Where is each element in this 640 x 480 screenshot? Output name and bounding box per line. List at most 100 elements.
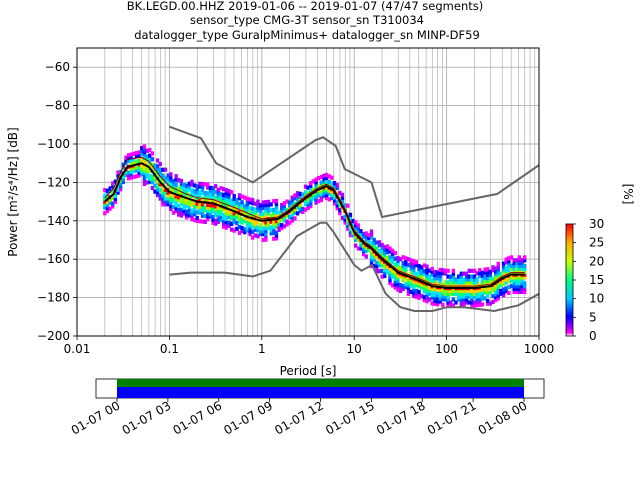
heatmap-cell	[459, 297, 463, 302]
heatmap-cell	[140, 166, 144, 171]
heatmap-cell	[216, 208, 221, 213]
heatmap-cell	[153, 177, 157, 183]
heatmap-cell	[467, 300, 471, 305]
heatmap-cell	[142, 144, 147, 149]
heatmap-cell	[523, 258, 527, 263]
heatmap-cell	[192, 206, 197, 211]
heatmap-cell	[433, 298, 437, 304]
heatmap-cell	[515, 269, 519, 274]
heatmap-cell	[438, 279, 442, 284]
heatmap-cell	[475, 271, 479, 276]
heatmap-cell	[422, 289, 427, 294]
heatmap-cell	[446, 303, 450, 308]
heatmap-cell	[174, 185, 178, 190]
heatmap-cell	[396, 264, 400, 269]
heatmap-cell	[200, 187, 205, 192]
heatmap-cell	[351, 233, 355, 238]
heatmap-cell	[285, 213, 289, 219]
heatmap-cell	[412, 262, 416, 267]
heatmap-cell	[206, 205, 210, 210]
heatmap-cell	[161, 176, 165, 181]
heatmap-cell	[224, 199, 228, 204]
heatmap-cell	[343, 214, 347, 219]
heatmap-cell	[277, 210, 281, 215]
heatmap-cell	[203, 208, 207, 213]
heatmap-cell	[472, 268, 477, 273]
heatmap-cell	[216, 205, 221, 210]
heatmap-cell	[417, 266, 421, 272]
heatmap-cell	[237, 216, 242, 221]
heatmap-cell	[261, 203, 265, 208]
heatmap-cell	[174, 202, 178, 208]
heatmap-cell	[190, 179, 194, 184]
heatmap-cell	[200, 205, 205, 210]
heatmap-cell	[435, 273, 440, 278]
heatmap-cell	[258, 206, 263, 211]
heatmap-cell	[401, 284, 405, 289]
heatmap-cell	[475, 294, 479, 299]
heatmap-cell	[483, 290, 487, 295]
heatmap-cell	[438, 293, 442, 298]
heatmap-cell	[219, 191, 223, 197]
heatmap-cell	[190, 182, 194, 187]
heatmap-cell	[398, 268, 403, 273]
heatmap-cell	[200, 207, 205, 213]
heatmap-cell	[446, 294, 450, 299]
heatmap-cell	[290, 195, 294, 200]
heatmap-cell	[290, 215, 294, 220]
heatmap-cell	[385, 258, 390, 263]
heatmap-cell	[499, 271, 503, 276]
heatmap-cell	[214, 184, 218, 189]
heatmap-cell	[462, 283, 466, 288]
heatmap-cell	[396, 278, 400, 284]
heatmap-cell	[438, 296, 442, 301]
heatmap-cell	[145, 148, 149, 153]
heatmap-cell	[105, 194, 110, 199]
heatmap-cell	[103, 188, 107, 193]
heatmap-cell	[464, 271, 469, 276]
heatmap-cell	[420, 282, 424, 287]
heatmap-cell	[380, 274, 384, 279]
heatmap-cell	[158, 193, 162, 198]
heatmap-cell	[488, 289, 493, 295]
heatmap-cell	[451, 271, 456, 276]
heatmap-cell	[269, 231, 273, 236]
heatmap-cell	[248, 197, 252, 202]
heatmap-cell	[351, 230, 355, 235]
heatmap-cell	[211, 214, 215, 220]
heatmap-cell	[449, 283, 453, 288]
heatmap-cell	[504, 289, 508, 294]
heatmap-cell	[372, 255, 376, 260]
heatmap-cell	[359, 240, 363, 245]
heatmap-cell	[491, 288, 495, 293]
heatmap-cell	[309, 198, 313, 203]
heatmap-cell	[430, 292, 434, 297]
heatmap-cell	[322, 191, 326, 196]
heatmap-cell	[359, 229, 363, 234]
heatmap-cell	[272, 199, 276, 204]
heatmap-cell	[523, 266, 527, 271]
heatmap-cell	[351, 218, 355, 224]
heatmap-cell	[467, 268, 471, 273]
heatmap-cell	[113, 196, 118, 201]
heatmap-cell	[306, 185, 310, 190]
heatmap-cell	[221, 224, 226, 229]
heatmap-cell	[251, 206, 255, 211]
heatmap-cell	[137, 158, 141, 164]
y-tick-label: −80	[45, 99, 70, 113]
heatmap-cell	[467, 280, 471, 285]
heatmap-cell	[496, 287, 500, 292]
heatmap-cell	[517, 278, 522, 283]
heatmap-cell	[206, 182, 210, 187]
heatmap-cell	[475, 277, 479, 282]
heatmap-cell	[301, 206, 305, 212]
heatmap-cell	[248, 208, 252, 214]
heatmap-cell	[464, 291, 469, 296]
heatmap-cell	[517, 266, 522, 271]
heatmap-cell	[169, 198, 173, 203]
heatmap-cell	[174, 194, 178, 199]
heatmap-cell	[438, 290, 442, 296]
heatmap-cell	[298, 203, 302, 208]
heatmap-cell	[158, 161, 162, 167]
